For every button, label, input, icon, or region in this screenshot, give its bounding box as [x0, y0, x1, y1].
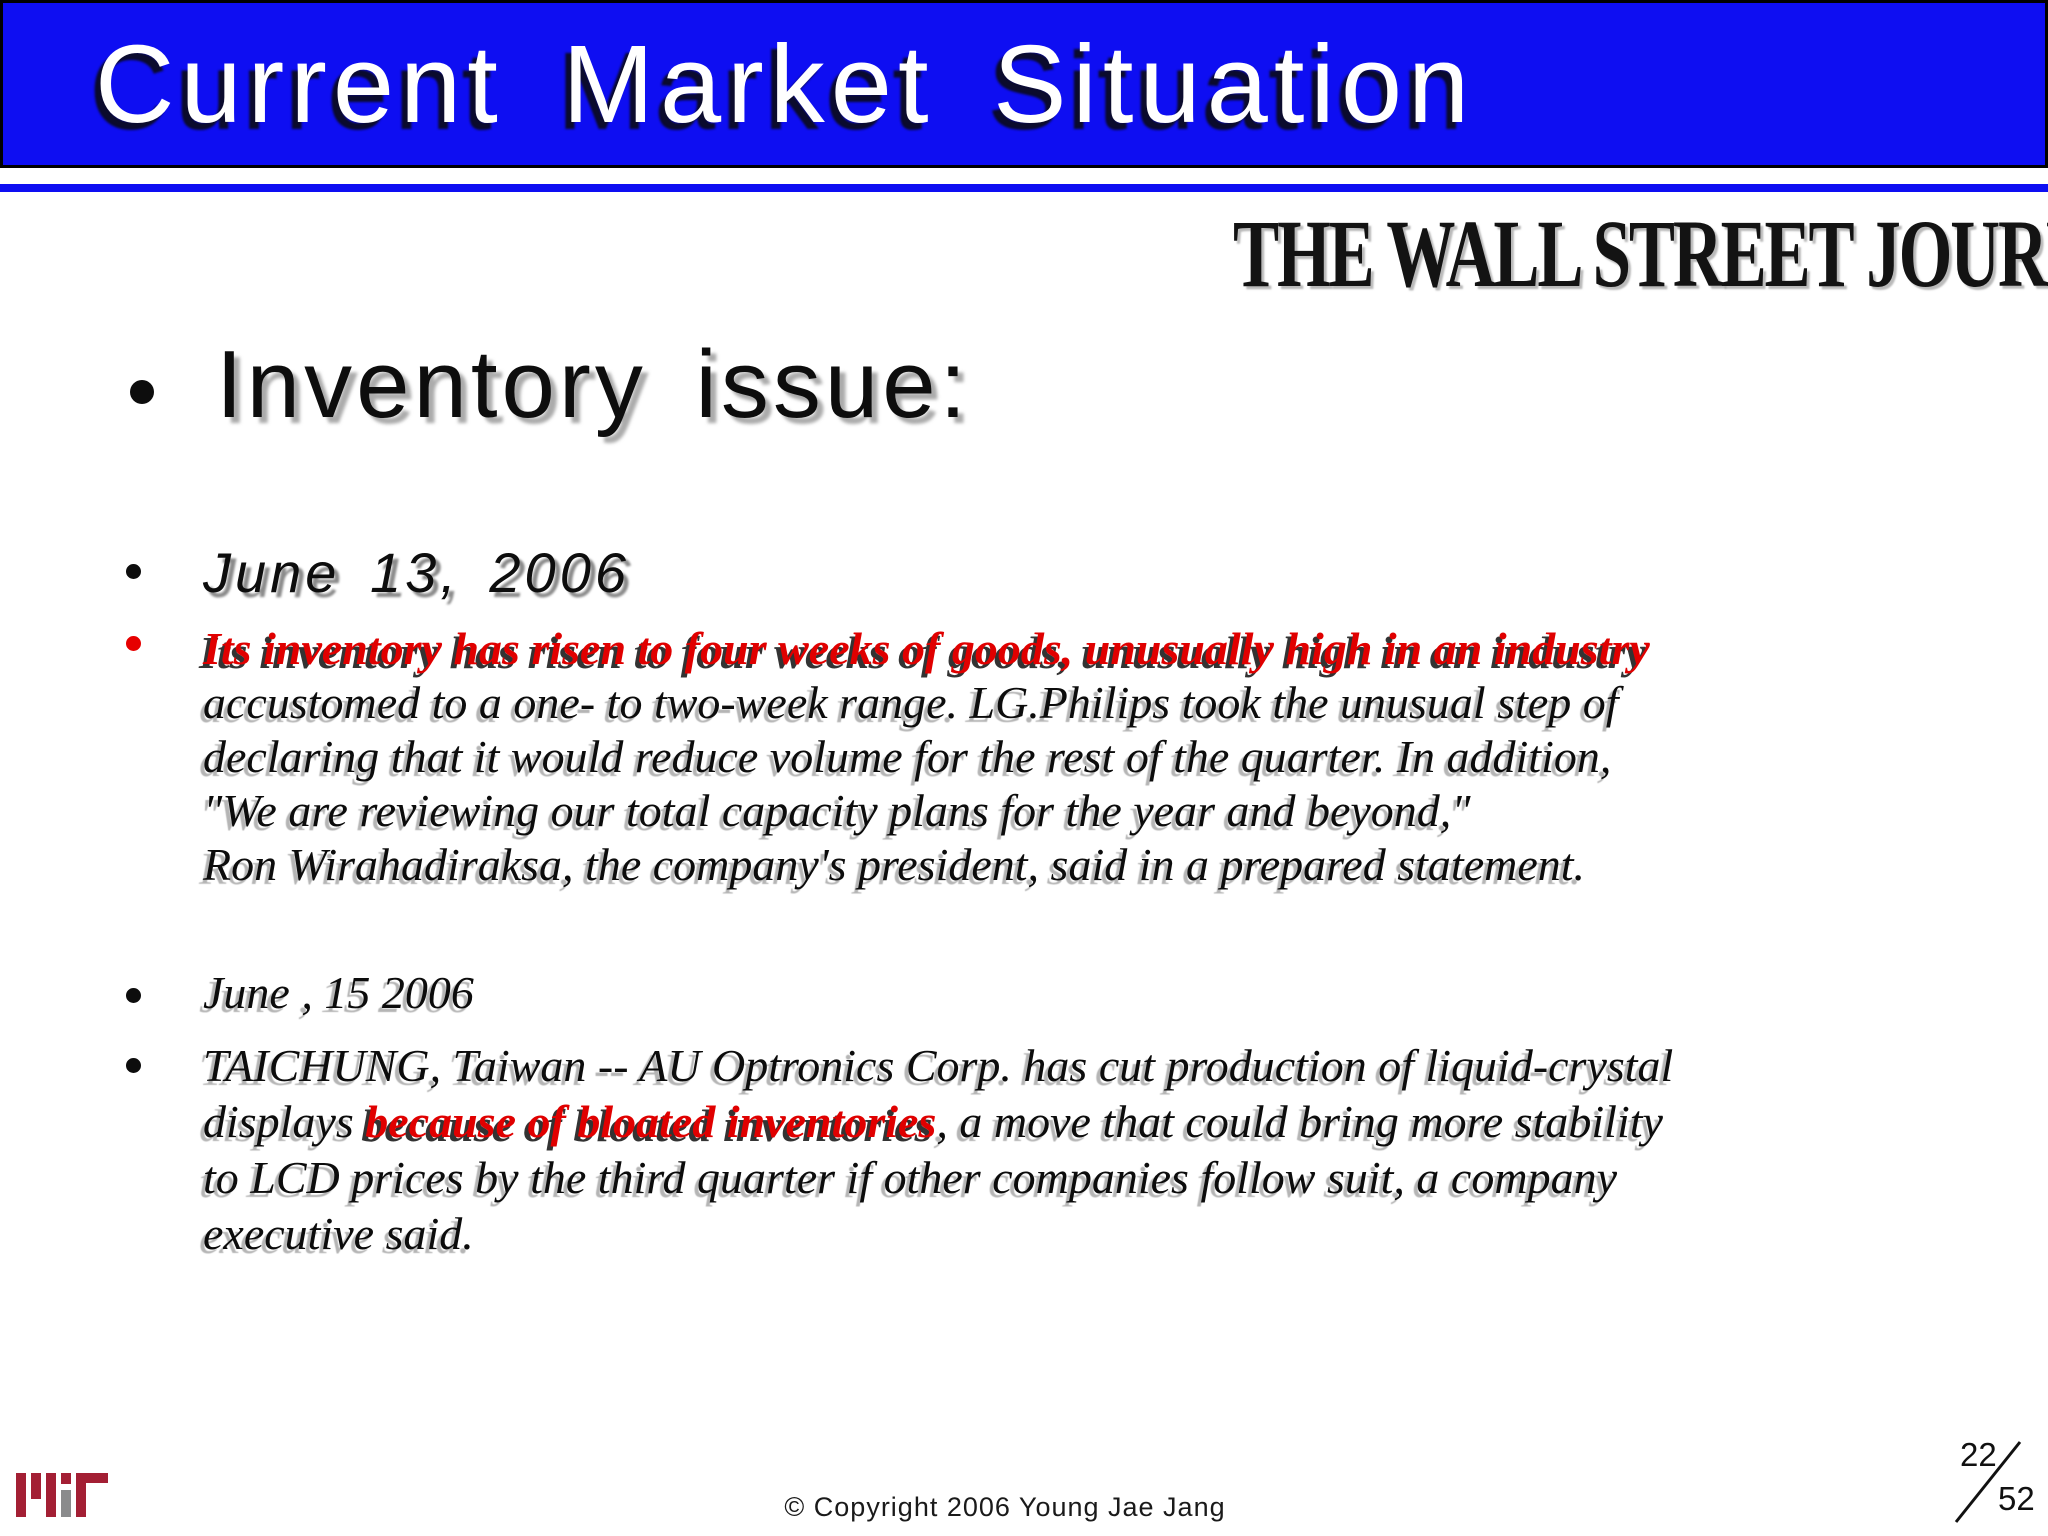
copyright-text: © Copyright 2006 Young Jae Jang — [784, 1492, 1226, 1522]
paragraph-text: , a move that could bring more stability — [936, 1096, 1663, 1147]
bullet-icon-red — [126, 636, 141, 651]
mit-logo-bar — [16, 1473, 26, 1517]
inventory-heading-label: Inventory issue: — [216, 331, 971, 438]
wsj-masthead-logo: THE WALL STREET JOURNAL. — [1233, 200, 2048, 307]
paragraph-line: accustomed to a one- to two-week range. … — [203, 677, 1619, 728]
bullet-icon — [126, 988, 141, 1003]
paragraph-line: declaring that it would reduce volume fo… — [203, 731, 1612, 782]
inventory-heading-row: Inventory issue: — [130, 330, 970, 440]
date-june-13: June 13, 2006 — [203, 541, 630, 604]
paragraph-june-13: Its inventory has risen to four weeks of… — [203, 622, 1650, 892]
title-banner: Current Market Situation — [0, 0, 2048, 168]
paragraph-june-15: TAICHUNG, Taiwan -- AU Optronics Corp. h… — [203, 1038, 1673, 1262]
paragraph-text: displays — [203, 1096, 366, 1147]
bullet-icon — [126, 1058, 141, 1073]
paragraph-line: executive said. — [203, 1208, 474, 1259]
page-number: 22 52 — [1946, 1434, 2046, 1534]
paragraph-line: TAICHUNG, Taiwan -- AU Optronics Corp. h… — [203, 1040, 1674, 1091]
mit-logo-t-crossbar — [76, 1473, 108, 1483]
mit-logo-bar — [76, 1473, 86, 1517]
accent-rule — [0, 184, 2048, 192]
mit-logo-bar — [31, 1473, 41, 1499]
mit-logo-i-dot — [61, 1473, 71, 1484]
page-slash-icon — [1954, 1441, 2022, 1523]
slide-title: Current Market Situation — [95, 22, 1476, 146]
mit-logo-bar — [46, 1473, 56, 1517]
bullet-icon — [126, 564, 141, 579]
paragraph-line: "We are reviewing our total capacity pla… — [203, 785, 1471, 836]
mit-logo-i-stem — [61, 1490, 71, 1517]
highlighted-text: Its inventory has risen to four weeks of… — [203, 623, 1650, 674]
highlighted-text: because of bloated inventories — [365, 1096, 937, 1147]
bullet-icon — [130, 380, 154, 404]
page-total: 52 — [1998, 1480, 2035, 1517]
paragraph-line: to LCD prices by the third quarter if ot… — [203, 1152, 1617, 1203]
date-june-15: June , 15 2006 — [203, 967, 474, 1018]
mit-logo — [16, 1473, 108, 1517]
page-current: 22 — [1960, 1436, 1997, 1473]
paragraph-line: Ron Wirahadiraksa, the company's preside… — [203, 839, 1586, 890]
paragraph-line: displays because of bloated inventories,… — [203, 1094, 1673, 1150]
